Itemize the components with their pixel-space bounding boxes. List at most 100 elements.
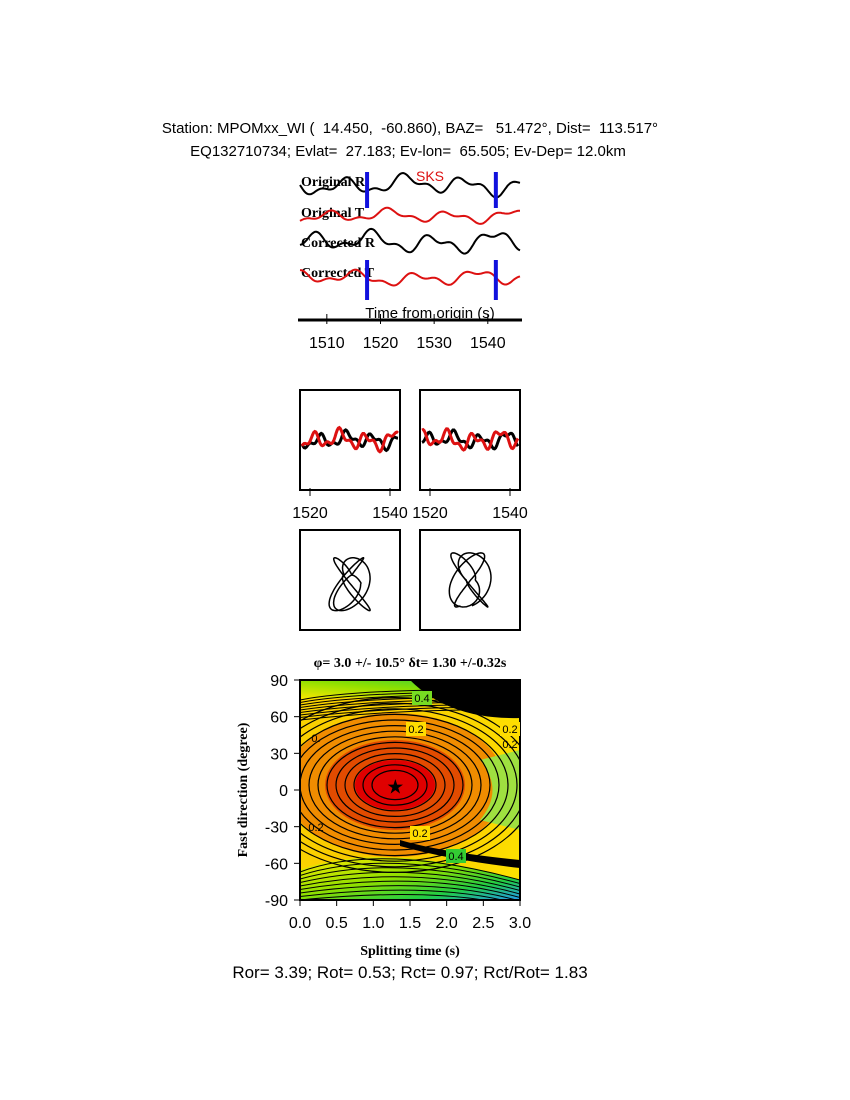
contour-y-tick-label: 0 [279,783,288,800]
contour-line [300,713,509,857]
contour-y-tick-label: -30 [265,820,288,837]
original-waveform-transverse [300,425,399,454]
particle-motion-corrected [448,552,492,608]
contour-tick-group: 0.0 0.5 1.0 1.5 2.0 2.5 3.0 90 60 30 0 -30 -60 -90 [265,673,531,932]
trace-corrected-r [299,227,521,255]
event-info: EQ132710734; Evlat= 27.183; Ev-lon= 65.5… [190,143,626,160]
contour-label: 0.4 [448,851,463,863]
trace-label-original-t: Original T [301,206,365,221]
contour-line [300,876,520,895]
contour-line [300,709,520,721]
contour-y-tick-label: 30 [270,746,288,763]
contour-label: 0. [311,733,320,745]
contour-x-tick-label: 0.5 [326,915,348,932]
particle-box-original [299,529,401,631]
contour-line [300,725,491,845]
contour-line [300,871,520,891]
contour-title: φ= 3.0 +/- 10.5° δt= 1.30 +/-0.32s [314,656,507,671]
best-fit-marker: ★ [386,776,404,798]
contour-x-tick-label: 1.5 [399,915,421,932]
contour-line [300,699,520,711]
contour-label: 0.2 [502,724,517,736]
contour-y-axis-label: Fast direction (degree) [236,722,251,857]
station-info: Station: MPOMxx_WI ( 14.450, -60.860), B… [161,120,659,137]
contour-label-bg [412,691,432,705]
contour-label: 0.4 [414,693,429,705]
trace-original-t [299,206,520,225]
phase-label: SKS [416,168,444,184]
contour-x-tick-label: 2.5 [472,915,494,932]
contour-line [300,894,486,900]
trace-x-tick-label: 1530 [416,335,452,352]
waveform-x-tick-label: 1520 [292,505,328,522]
contour-x-tick-label: 1.0 [362,915,384,932]
waveform-x-tick-label: 1540 [372,505,408,522]
contour-line [300,691,520,703]
contour-x-tick-label: 3.0 [509,915,531,932]
contour-line [300,885,519,900]
contour-line [300,704,520,716]
contour-line [335,747,455,823]
contour-label-bg [500,722,520,736]
contour-x-tick-label: 0.0 [289,915,311,932]
waveform-lines [300,425,520,454]
trace-corrected-t [299,268,521,287]
waveform-tick-group: 1520 1540 1520 1540 [292,488,528,522]
contour-line [300,689,520,701]
particle-motion-original [328,557,371,612]
contour-line [362,764,428,806]
best-fit-star: ★ [386,776,404,798]
trace-tick-group: 1510 1520 1530 1540 [309,314,506,352]
contour-line [317,736,473,834]
trace-lines [299,171,521,300]
contour-line [300,858,520,881]
contour-y-tick-label: -90 [265,893,288,910]
contour-line [300,702,520,868]
waveform-x-tick-label: 1540 [492,505,528,522]
contour-label-bg [446,849,466,863]
trace-original-r [299,171,521,199]
contour-label: 0.2 [412,828,427,840]
contour-x-axis-label: Splitting time (s) [360,944,460,959]
contour-line [300,694,520,706]
contour-line [371,769,419,801]
contour-line [300,696,520,708]
particle-motion-panels [299,529,521,631]
contour-panel: φ= 3.0 +/- 10.5° δt= 1.30 +/-0.32s ★ 0.4… [236,656,531,959]
contour-line [300,706,520,718]
contour-label: 0.2 [308,822,323,834]
contour-label: 0.2 [408,724,423,736]
contour-line [344,752,446,817]
contour-y-tick-label: 90 [270,673,288,690]
particle-motion-lines [328,552,492,612]
contour-x-tick-label: 2.0 [436,915,458,932]
waveform-box-original [299,389,401,491]
contour-field: ★ [300,680,520,900]
trace-x-tick-label: 1510 [309,335,345,352]
trace-panel: SKS Original R Original T Corrected R Co… [298,168,522,352]
contour-label-group: 0.4 0.2 0.2 0. 0.2 0.2 0.2 0.4 [308,691,520,863]
contour-line [300,719,500,851]
trace-label-corrected-r: Corrected R [301,236,376,251]
waveform-panels: 1520 1540 1520 1540 [292,389,528,522]
contour-label: 0.2 [502,739,517,751]
contour-y-tick-label: 60 [270,710,288,727]
contour-lines [300,689,520,900]
contour-line [326,741,464,829]
contour-y-tick-label: -60 [265,856,288,873]
trace-x-tick-label: 1520 [363,335,399,352]
corrected-waveform-transverse [421,427,520,452]
waveform-box-corrected [419,389,521,491]
contour-line [300,867,520,888]
ratio-stats: Ror= 3.39; Rot= 0.53; Rct= 0.97; Rct/Rot… [232,963,588,982]
waveform-x-tick-label: 1520 [412,505,448,522]
trace-x-axis-label: Time from origin (s) [365,305,494,322]
contour-label-bg [406,722,426,736]
contour-line [300,701,520,713]
contour-line [300,880,520,898]
contour-line [300,862,520,884]
contour-line [300,708,518,862]
contour-label-bg [410,826,430,840]
